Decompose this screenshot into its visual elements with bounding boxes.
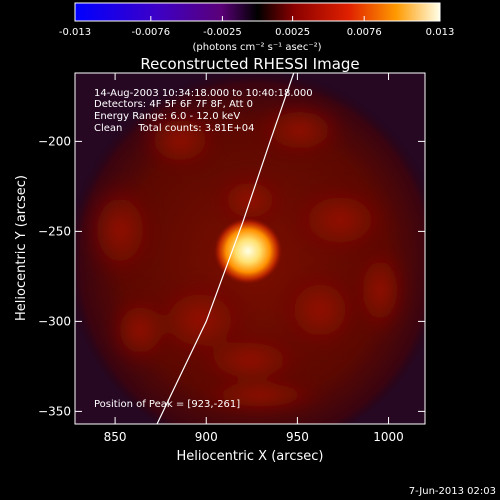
footer-timestamp: 7-Jun-2013 02:03 — [409, 486, 496, 497]
colorbar-tick-label: -0.013 — [59, 27, 91, 38]
annotation-energy: Energy Range: 6.0 - 12.0 keV — [94, 111, 240, 122]
y-tick-label: −250 — [38, 224, 71, 238]
colorbar-tick-label: 0.0025 — [275, 27, 310, 38]
annotation-detectors: Detectors: 4F 5F 6F 7F 8F, Att 0 — [94, 99, 253, 110]
x-tick-label: 1000 — [373, 430, 404, 444]
colorbar-unit-label: (photons cm⁻² s⁻¹ asec⁻²) — [192, 42, 321, 53]
peak-position-label: Position of Peak = [923,-261] — [94, 399, 240, 410]
x-tick-label: 900 — [195, 430, 218, 444]
x-axis-ticks: 850 900 950 1000 — [104, 73, 404, 444]
y-tick-label: −300 — [38, 314, 71, 328]
colorbar — [74, 2, 441, 22]
x-tick-label: 950 — [286, 430, 309, 444]
plot-frame — [74, 72, 426, 425]
annotation-clean: Clean Total counts: 3.81E+04 — [94, 123, 254, 134]
solar-limb-line — [156, 73, 295, 424]
colorbar-tick-label: 0.0076 — [347, 27, 382, 38]
colorbar-ticks: -0.013 -0.0076 -0.0025 0.0025 0.0076 0.013 — [59, 16, 454, 38]
y-tick-label: −200 — [38, 134, 71, 148]
colorbar-tick-label: 0.013 — [426, 27, 455, 38]
chart-title: Reconstructed RHESSI Image — [140, 55, 359, 73]
y-axis-ticks: −200 −250 −300 −350 — [38, 134, 425, 418]
colorbar-tick-label: -0.0025 — [203, 27, 242, 38]
x-axis-label: Heliocentric X (arcsec) — [177, 449, 324, 464]
y-tick-label: −350 — [38, 404, 71, 418]
x-tick-label: 850 — [104, 430, 127, 444]
annotation-time: 14-Aug-2003 10:34:18.000 to 10:40:18.000 — [94, 88, 313, 99]
colorbar-tick-label: -0.0076 — [132, 27, 171, 38]
y-axis-label: Heliocentric Y (arcsec) — [14, 175, 29, 321]
annotation-block: 14-Aug-2003 10:34:18.000 to 10:40:18.000… — [94, 88, 313, 134]
heatmap-image — [75, 73, 425, 424]
